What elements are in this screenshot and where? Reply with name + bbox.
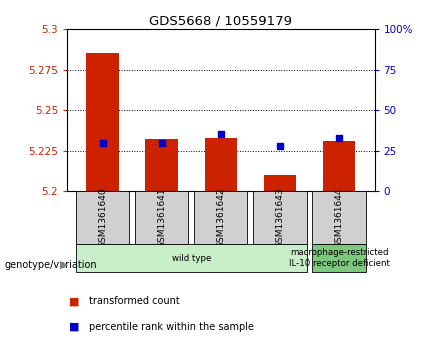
Bar bbox=[194, 191, 247, 244]
Bar bbox=[76, 244, 307, 272]
Text: ▶: ▶ bbox=[60, 260, 68, 270]
Text: percentile rank within the sample: percentile rank within the sample bbox=[89, 322, 254, 332]
Bar bbox=[313, 191, 366, 244]
Bar bbox=[313, 244, 366, 272]
Bar bbox=[253, 191, 307, 244]
Text: GSM1361641: GSM1361641 bbox=[157, 187, 166, 248]
Text: transformed count: transformed count bbox=[89, 296, 180, 306]
Text: wild type: wild type bbox=[171, 254, 211, 263]
Text: GSM1361644: GSM1361644 bbox=[335, 188, 343, 248]
Text: GSM1361643: GSM1361643 bbox=[275, 187, 284, 248]
Text: ■: ■ bbox=[69, 322, 80, 332]
Bar bbox=[264, 175, 296, 191]
Point bbox=[277, 143, 284, 149]
Bar bbox=[86, 53, 119, 191]
Bar bbox=[135, 191, 188, 244]
Text: genotype/variation: genotype/variation bbox=[4, 260, 97, 270]
Text: GSM1361640: GSM1361640 bbox=[98, 187, 107, 248]
Point bbox=[158, 140, 165, 146]
Point bbox=[217, 131, 224, 137]
Bar bbox=[323, 141, 355, 191]
Title: GDS5668 / 10559179: GDS5668 / 10559179 bbox=[149, 15, 292, 28]
Text: GSM1361642: GSM1361642 bbox=[216, 188, 225, 248]
Bar bbox=[145, 139, 178, 191]
Point bbox=[336, 135, 343, 140]
Bar bbox=[76, 191, 129, 244]
Text: ■: ■ bbox=[69, 296, 80, 306]
Bar bbox=[204, 138, 237, 191]
Text: macrophage-restricted
IL-10 receptor deficient: macrophage-restricted IL-10 receptor def… bbox=[289, 248, 390, 268]
Point bbox=[99, 140, 106, 146]
